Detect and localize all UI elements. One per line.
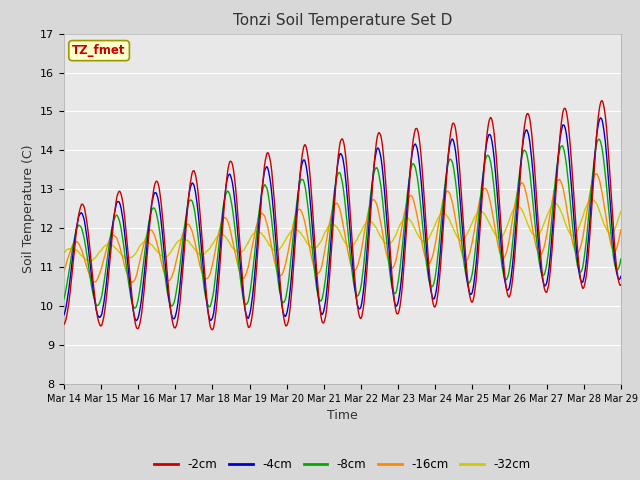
X-axis label: Time: Time: [327, 409, 358, 422]
Text: TZ_fmet: TZ_fmet: [72, 44, 126, 57]
Y-axis label: Soil Temperature (C): Soil Temperature (C): [22, 144, 35, 273]
Title: Tonzi Soil Temperature Set D: Tonzi Soil Temperature Set D: [233, 13, 452, 28]
Legend: -2cm, -4cm, -8cm, -16cm, -32cm: -2cm, -4cm, -8cm, -16cm, -32cm: [150, 454, 535, 476]
